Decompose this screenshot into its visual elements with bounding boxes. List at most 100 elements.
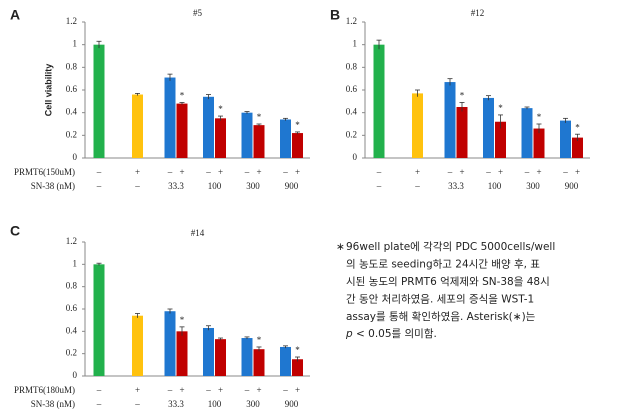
bar <box>280 119 291 158</box>
y-axis-label: Cell viability <box>43 64 53 117</box>
y-tick-label: 0.8 <box>66 61 78 71</box>
sn38-label: 900 <box>285 181 299 191</box>
sn38-label: 100 <box>208 181 222 191</box>
prmt6-symbol: – <box>282 167 288 177</box>
prmt6-symbol: – <box>244 385 250 395</box>
prmt6-symbol: + <box>135 385 140 395</box>
y-tick-label: 0.4 <box>346 107 358 117</box>
prmt6-symbol: – <box>205 385 211 395</box>
y-tick-label: 0.6 <box>66 303 78 313</box>
prmt6-symbol: – <box>167 385 173 395</box>
sn38-row-label: SN-38 (nM) <box>31 399 75 409</box>
bar <box>456 107 468 158</box>
asterisk: * <box>180 315 185 325</box>
bar <box>373 44 385 158</box>
y-tick-label: 0.4 <box>66 107 78 117</box>
asterisk: * <box>295 345 300 355</box>
sn38-label: 33.3 <box>448 181 464 191</box>
bar <box>444 82 456 158</box>
prmt6-symbol: – <box>562 167 568 177</box>
y-tick-label: 0 <box>353 152 358 162</box>
prmt6-symbol: – <box>96 167 102 177</box>
y-tick-label: 0.2 <box>66 348 77 358</box>
asterisk: * <box>218 104 223 114</box>
sn38-label: – <box>376 181 382 191</box>
bar <box>203 327 214 376</box>
bar <box>203 96 214 158</box>
sn38-label: 900 <box>565 181 579 191</box>
sn38-label: 33.3 <box>168 181 184 191</box>
bar <box>164 77 176 158</box>
prmt6-symbol: + <box>575 167 580 177</box>
y-tick-label: 0.2 <box>346 129 357 139</box>
prmt6-symbol: – <box>376 167 382 177</box>
asterisk: * <box>257 335 262 345</box>
prmt6-symbol: + <box>536 167 541 177</box>
prmt6-symbol: + <box>415 167 420 177</box>
bar <box>560 120 571 158</box>
prmt6-symbol: – <box>244 167 250 177</box>
y-tick-label: 1 <box>73 39 78 49</box>
prmt6-symbol: + <box>218 385 223 395</box>
asterisk: * <box>575 122 580 132</box>
bar <box>483 97 494 158</box>
y-tick-label: 1 <box>353 39 358 49</box>
bar <box>292 359 303 376</box>
prmt6-symbol: + <box>256 385 261 395</box>
bar <box>572 137 583 158</box>
bar <box>132 94 143 158</box>
bar <box>253 125 265 158</box>
sn38-label: – <box>134 181 140 191</box>
sn38-label: 300 <box>246 181 260 191</box>
bar <box>176 103 188 158</box>
note-line: 96well plate에 각각의 PDC 5000cells/well <box>346 241 555 253</box>
bar <box>241 338 253 376</box>
prmt6-symbol: + <box>179 385 184 395</box>
prmt6-row-label: PRMT6(180uM) <box>14 385 75 395</box>
y-tick-label: 0.2 <box>66 129 77 139</box>
asterisk: * <box>537 112 542 122</box>
sn38-label: – <box>414 181 420 191</box>
prmt6-symbol: – <box>96 385 102 395</box>
bar <box>132 315 143 376</box>
sn38-label: – <box>134 399 140 409</box>
y-tick-label: 0.6 <box>346 84 358 94</box>
prmt6-symbol: – <box>205 167 211 177</box>
note-line: 시된 농도의 PRMT6 억제제와 SN-38을 48시 <box>346 276 550 288</box>
prmt6-symbol: + <box>295 167 300 177</box>
asterisk: * <box>498 103 503 113</box>
note-p: p <box>345 328 353 340</box>
bar <box>253 349 265 376</box>
sn38-label: – <box>96 399 102 409</box>
note-line: 간 동안 처리하였음. 세포의 증식을 WST-1 <box>346 293 534 306</box>
prmt6-row-label: PRMT6(150uM) <box>14 167 75 177</box>
y-tick-label: 1.2 <box>66 236 77 246</box>
note-last-line: p < 0.05를 의미함. <box>345 328 437 340</box>
bar <box>164 311 176 376</box>
prmt6-symbol: – <box>485 167 491 177</box>
y-tick-label: 0.4 <box>66 325 78 335</box>
asterisk: * <box>295 120 300 130</box>
bar <box>495 121 506 158</box>
bar <box>533 128 545 158</box>
y-tick-label: 1.2 <box>66 16 77 26</box>
bar <box>93 264 105 376</box>
y-tick-label: 0 <box>73 152 78 162</box>
note-last: < 0.05를 의미함. <box>353 328 437 340</box>
bar <box>280 346 291 376</box>
prmt6-symbol: + <box>135 167 140 177</box>
y-tick-label: 1.2 <box>346 16 357 26</box>
prmt6-symbol: – <box>167 167 173 177</box>
prmt6-symbol: + <box>179 167 184 177</box>
chart-title: #14 <box>191 228 205 238</box>
y-tick-label: 0.8 <box>66 281 78 291</box>
bar <box>241 112 253 158</box>
bar <box>215 339 226 376</box>
bar <box>521 108 533 158</box>
panel-label: A <box>10 7 20 23</box>
y-tick-label: 1 <box>73 258 78 268</box>
y-tick-label: 0.6 <box>66 84 78 94</box>
sn38-label: – <box>96 181 102 191</box>
chart-title: #5 <box>193 8 203 18</box>
